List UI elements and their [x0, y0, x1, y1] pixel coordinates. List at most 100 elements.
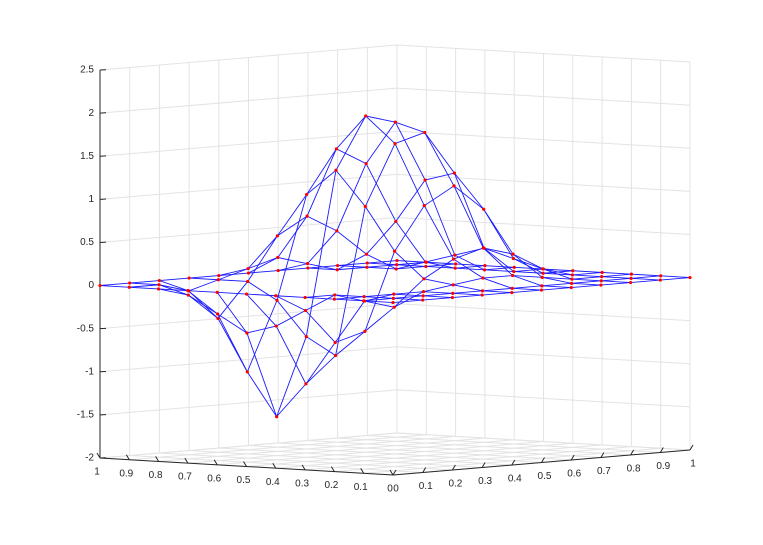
x-tick-label: 0.2: [448, 479, 462, 490]
marker: [453, 253, 457, 257]
marker: [512, 269, 516, 274]
y-tick: [96, 452, 101, 459]
marker: [570, 273, 575, 277]
marker: [540, 284, 544, 288]
marker: [127, 285, 131, 289]
x-tick: [392, 469, 397, 476]
y-tick: [155, 456, 160, 462]
z-tick-label: -1: [85, 366, 94, 377]
y-tick: [330, 466, 335, 472]
z-tick-label: 2: [88, 108, 94, 119]
y-tick: [125, 454, 130, 460]
marker: [364, 252, 369, 256]
marker: [187, 289, 191, 293]
marker: [98, 283, 102, 288]
y-tick: [389, 469, 394, 476]
marker: [306, 266, 310, 270]
marker: [569, 285, 573, 290]
marker: [423, 178, 427, 182]
marker: [659, 274, 663, 278]
marker: [335, 268, 339, 272]
marker: [363, 204, 367, 209]
marker: [450, 295, 454, 300]
marker: [216, 312, 220, 316]
marker: [365, 261, 369, 265]
marker: [541, 271, 545, 275]
y-tick: [360, 468, 365, 474]
marker: [157, 283, 161, 287]
marker: [303, 295, 307, 300]
marker: [600, 270, 604, 275]
marker: [362, 295, 366, 299]
marker: [421, 294, 425, 298]
marker: [391, 300, 395, 305]
y-tick: [243, 461, 247, 467]
x-tick-label: 0.5: [538, 471, 552, 482]
marker: [452, 257, 456, 261]
z-tick-label: -0.5: [77, 323, 95, 334]
marker: [629, 280, 633, 285]
marker: [394, 267, 398, 271]
x-tick-label: 0.7: [597, 466, 611, 477]
marker: [364, 114, 368, 118]
marker: [482, 268, 487, 272]
marker: [480, 289, 485, 293]
marker: [362, 299, 367, 303]
marker: [451, 283, 455, 287]
marker: [303, 308, 308, 313]
marker: [335, 229, 339, 233]
marker: [334, 168, 338, 172]
marker: [157, 278, 161, 283]
marker: [571, 269, 575, 273]
marker: [422, 204, 426, 208]
grid-line: [363, 447, 661, 474]
marker: [452, 184, 456, 188]
marker: [629, 272, 634, 276]
marker: [599, 279, 603, 283]
x-tick: [541, 457, 545, 463]
mesh-line: [187, 148, 485, 373]
marker: [393, 120, 397, 124]
grid-line: [305, 444, 603, 471]
marker: [483, 264, 487, 268]
z-tick-label: 0: [88, 280, 94, 291]
y-tick: [301, 464, 306, 471]
marker: [424, 264, 428, 269]
marker: [363, 329, 367, 333]
z-tick-label: -2: [85, 453, 94, 464]
marker: [274, 294, 278, 298]
grid-line: [158, 435, 456, 462]
marker: [334, 147, 338, 151]
marker: [423, 130, 427, 135]
marker: [245, 331, 249, 335]
marker: [216, 278, 220, 282]
marker: [244, 292, 249, 296]
marker: [511, 256, 515, 261]
marker: [336, 263, 340, 268]
grid-line: [217, 439, 515, 466]
marker: [245, 370, 249, 374]
x-tick: [630, 449, 635, 456]
marker: [570, 277, 574, 281]
y-tick-label: 0.3: [295, 479, 309, 490]
marker: [246, 267, 250, 271]
marker: [510, 290, 514, 295]
marker: [539, 288, 544, 292]
marker: [391, 296, 395, 300]
z-tick-label: 1: [88, 194, 94, 205]
z-tick-label: 2.5: [80, 65, 94, 76]
x-tick: [422, 467, 427, 473]
y-tick-label: 0.8: [149, 470, 163, 481]
marker: [305, 192, 309, 197]
marker: [600, 275, 604, 279]
marker: [276, 268, 280, 273]
marker: [510, 286, 514, 290]
y-tick-label: 1: [94, 467, 100, 478]
marker: [393, 249, 397, 253]
mesh-line: [218, 169, 512, 294]
y-tick-label: 0.9: [119, 468, 133, 479]
x-tick: [481, 462, 486, 468]
x-tick: [451, 464, 456, 471]
marker: [186, 293, 190, 297]
marker: [482, 207, 486, 211]
